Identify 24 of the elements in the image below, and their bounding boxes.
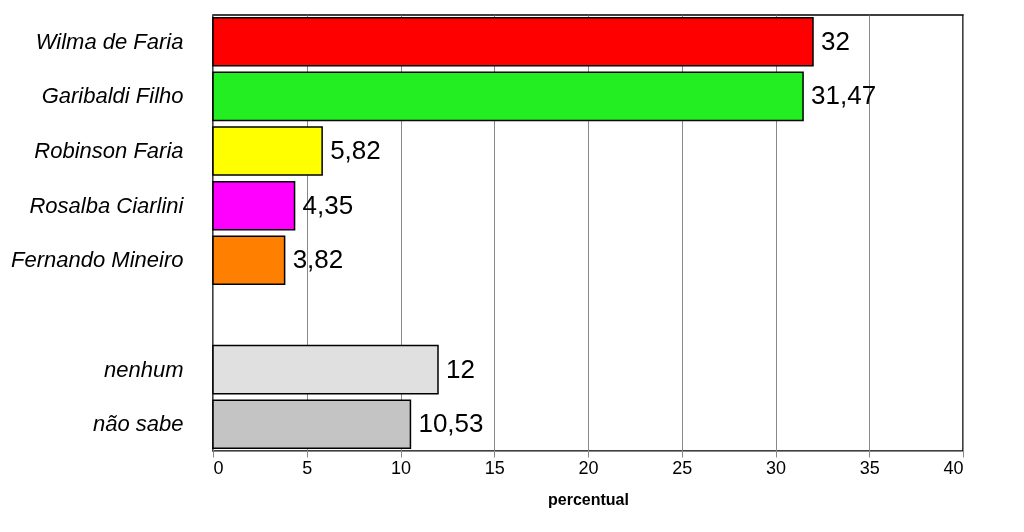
data-label: 5,82	[330, 135, 381, 166]
y-tick-label: Fernando Mineiro	[11, 247, 184, 273]
x-tick-label: 0	[213, 457, 224, 478]
x-tick-label: 20	[578, 457, 599, 478]
data-label: 3,82	[292, 244, 344, 275]
x-tick-label: 10	[390, 457, 412, 478]
x-tick-label: 15	[484, 457, 505, 478]
data-label: 10,53	[418, 408, 484, 439]
x-tick-label: 40	[943, 457, 964, 478]
y-tick-label: Robinson Faria	[34, 138, 184, 164]
data-label: 32	[821, 25, 850, 56]
y-tick-label: Wilma de Faria	[35, 28, 184, 54]
x-axis-title: percentual	[548, 490, 629, 508]
data-label: 31,47	[811, 80, 877, 111]
x-tick-label: 35	[859, 457, 880, 478]
data-label: 4,35	[302, 189, 354, 220]
y-tick-label: Rosalba Ciarlini	[29, 192, 185, 218]
y-tick-label: nenhum	[103, 356, 184, 382]
x-tick-label: 5	[302, 457, 313, 478]
data-label: 12	[446, 353, 475, 384]
y-tick-label: Garibaldi Filho	[41, 83, 184, 109]
x-tick-label: 25	[672, 457, 693, 478]
y-tick-label: não sabe	[92, 411, 184, 437]
x-tick-label: 30	[765, 457, 787, 478]
